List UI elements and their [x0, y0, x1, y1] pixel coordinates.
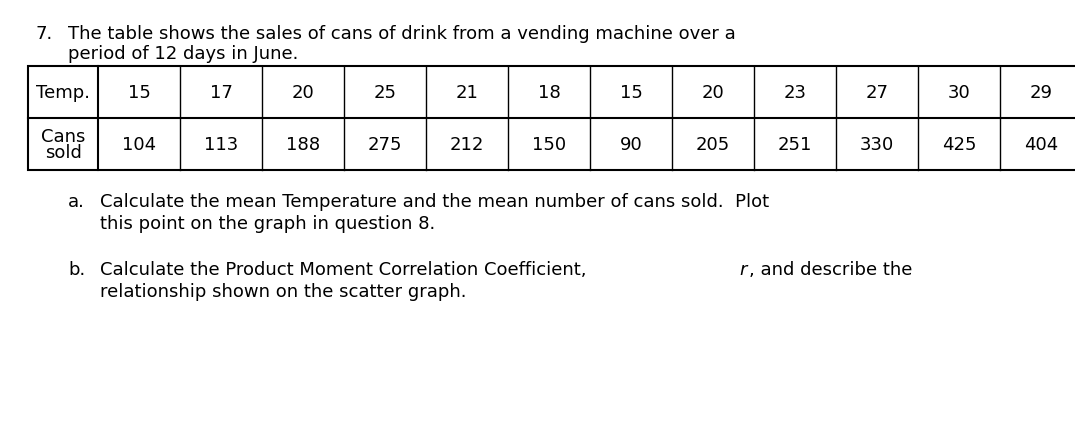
Text: The table shows the sales of cans of drink from a vending machine over a: The table shows the sales of cans of dri… [68, 25, 735, 43]
Text: Calculate the Product Moment Correlation Coefficient,: Calculate the Product Moment Correlation… [100, 260, 592, 278]
Text: r: r [740, 260, 747, 278]
Text: 275: 275 [368, 136, 402, 154]
Bar [28, 67, 1075, 171]
Text: 90: 90 [619, 136, 643, 154]
Text: period of 12 days in June.: period of 12 days in June. [68, 45, 299, 63]
Text: 7.: 7. [35, 25, 53, 43]
Text: 330: 330 [860, 136, 894, 154]
Text: 15: 15 [619, 84, 643, 102]
Text: 25: 25 [373, 84, 397, 102]
Text: a.: a. [68, 193, 85, 210]
Text: Temp.: Temp. [35, 84, 90, 102]
Text: 21: 21 [456, 84, 478, 102]
Text: 18: 18 [538, 84, 560, 102]
Text: , and describe the: , and describe the [749, 260, 913, 278]
Text: 30: 30 [948, 84, 971, 102]
Text: 188: 188 [286, 136, 320, 154]
Text: this point on the graph in question 8.: this point on the graph in question 8. [100, 214, 435, 233]
Text: 17: 17 [210, 84, 232, 102]
Text: Cans: Cans [41, 128, 85, 146]
Text: 27: 27 [865, 84, 889, 102]
Text: relationship shown on the scatter graph.: relationship shown on the scatter graph. [100, 283, 467, 300]
Text: 15: 15 [128, 84, 151, 102]
Text: 23: 23 [784, 84, 806, 102]
Text: 251: 251 [778, 136, 813, 154]
Text: Calculate the mean Temperature and the mean number of cans sold.  Plot: Calculate the mean Temperature and the m… [100, 193, 769, 210]
Text: 425: 425 [942, 136, 976, 154]
Text: 113: 113 [204, 136, 239, 154]
Text: 104: 104 [121, 136, 156, 154]
Text: sold: sold [44, 144, 82, 161]
Text: 404: 404 [1023, 136, 1058, 154]
Text: 20: 20 [702, 84, 725, 102]
Text: 20: 20 [291, 84, 314, 102]
Text: 205: 205 [696, 136, 730, 154]
Text: b.: b. [68, 260, 85, 278]
Text: 212: 212 [449, 136, 484, 154]
Text: 150: 150 [532, 136, 567, 154]
Text: 29: 29 [1030, 84, 1052, 102]
